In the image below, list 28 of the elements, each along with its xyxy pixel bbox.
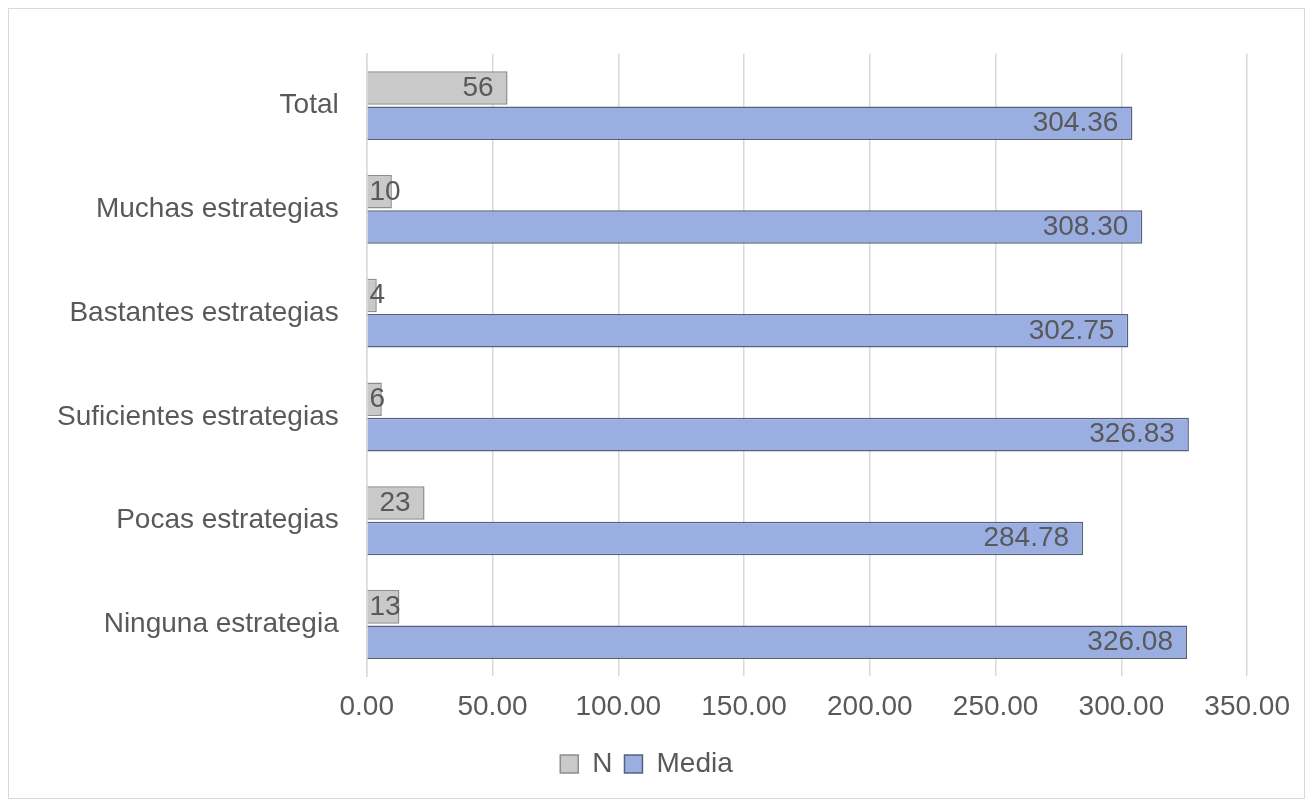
data-label: 56 bbox=[462, 70, 494, 102]
x-tick-label: 200.00 bbox=[827, 689, 913, 721]
y-tick-label: Total bbox=[279, 88, 339, 120]
data-label: 4 bbox=[369, 278, 386, 310]
x-tick-label: 350.00 bbox=[1204, 689, 1290, 721]
x-tick-label: 50.00 bbox=[457, 689, 528, 721]
y-tick-label: Bastantes estrategias bbox=[69, 295, 339, 327]
y-tick-label: Muchas estrategias bbox=[95, 192, 339, 224]
data-label: 10 bbox=[369, 174, 401, 206]
data-label: 13 bbox=[369, 589, 401, 621]
data-label: 6 bbox=[369, 382, 386, 414]
legend-label: N bbox=[592, 746, 613, 778]
data-label: 308.30 bbox=[1042, 209, 1129, 241]
x-tick-label: 150.00 bbox=[701, 689, 787, 721]
x-tick-label: 300.00 bbox=[1078, 689, 1165, 721]
y-tick-label: Suficientes estrategias bbox=[56, 399, 339, 431]
data-label: 302.75 bbox=[1028, 313, 1115, 345]
x-tick-label: 0.00 bbox=[339, 689, 394, 721]
legend-label: Media bbox=[656, 746, 734, 778]
x-tick-label: 100.00 bbox=[575, 689, 662, 721]
data-label: 326.08 bbox=[1087, 624, 1174, 656]
data-label: 326.83 bbox=[1089, 417, 1175, 449]
data-label: 304.36 bbox=[1032, 106, 1119, 138]
y-tick-label: Ninguna estrategia bbox=[103, 607, 340, 639]
data-label: 284.78 bbox=[983, 521, 1070, 553]
x-tick-label: 250.00 bbox=[952, 689, 1039, 721]
y-tick-label: Pocas estrategias bbox=[116, 503, 339, 535]
data-label: 23 bbox=[379, 485, 411, 517]
